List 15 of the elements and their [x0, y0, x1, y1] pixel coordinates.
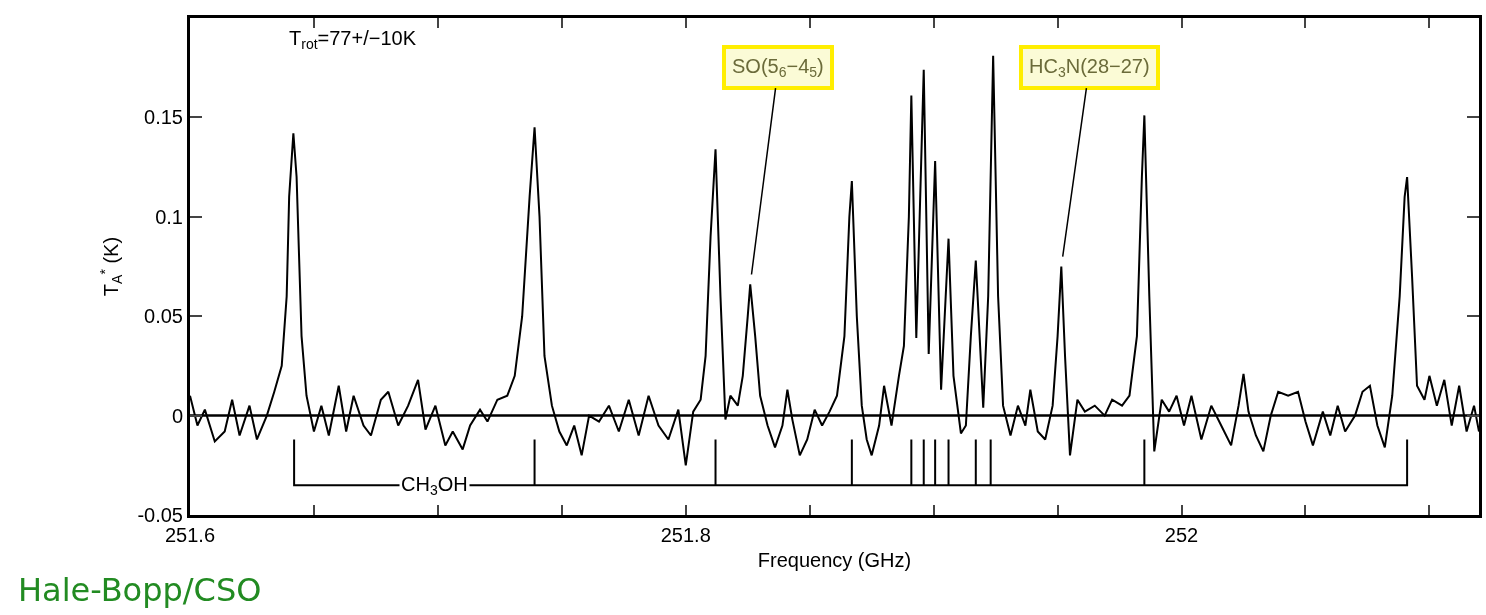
x-tick-label: 251.8: [660, 524, 711, 546]
text: Hale-Bopp/CSO: [18, 571, 262, 609]
x-tick-label: 251.6: [164, 524, 216, 546]
line-series: [190, 54, 1479, 467]
y-tick-label: -0.05: [137, 504, 183, 526]
y-tick-label: 0: [171, 404, 183, 427]
annotation: SO(5$_{6}$−4$_{5}$): [732, 55, 824, 81]
y-tick-label: 0.1: [155, 205, 183, 228]
annotation: T$_{rot}$=77+/−10K: [289, 27, 417, 53]
x-axis-title: Frequency (GHz): [757, 548, 912, 571]
y-tick-label: 0.15: [144, 106, 183, 129]
x-tick-label: 252: [1164, 524, 1199, 546]
annotation: HC$_{3}$N(28−27): [1029, 55, 1150, 81]
annotation: CH$_{3}$OH: [401, 473, 468, 499]
y-tick-label: 0.05: [144, 305, 183, 328]
